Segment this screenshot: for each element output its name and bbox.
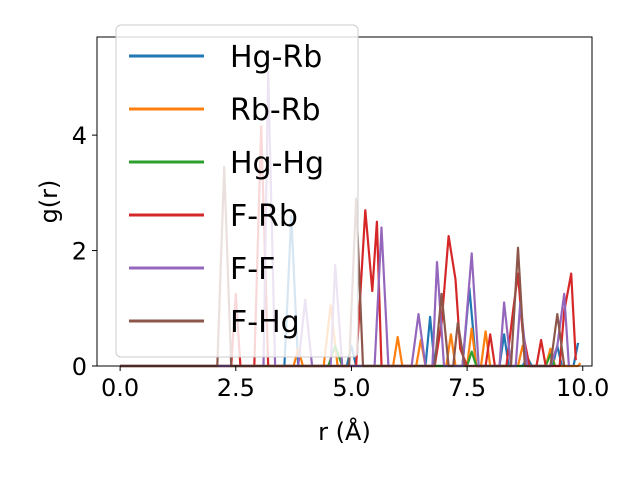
legend-label: Hg-Hg [230, 146, 324, 181]
legend: Hg-Rb Rb-Rb Hg-Hg F-Rb F-F F-Hg [115, 24, 359, 358]
legend-label: F-F [230, 252, 275, 287]
legend-label: Rb-Rb [230, 93, 321, 128]
legend-label: F-Rb [230, 199, 298, 234]
y-axis-label: g(r) [35, 180, 63, 224]
x-tick-label: 5.0 [332, 374, 370, 402]
y-tick-label: 0 [72, 353, 87, 381]
y-tick-label: 2 [72, 238, 87, 266]
x-tick-label: 2.5 [217, 374, 255, 402]
x-tick-label: 0.0 [101, 374, 139, 402]
x-tick-label: 7.5 [448, 374, 486, 402]
x-tick-label: 10.0 [556, 374, 609, 402]
y-tick-label: 4 [72, 122, 87, 150]
x-axis-label: r (Å) [318, 417, 371, 446]
axis-ticks: 0.0 2.5 5.0 7.5 10.0 0 2 4 [72, 122, 610, 402]
legend-label: Hg-Rb [230, 40, 322, 75]
legend-label: F-Hg [230, 305, 300, 340]
